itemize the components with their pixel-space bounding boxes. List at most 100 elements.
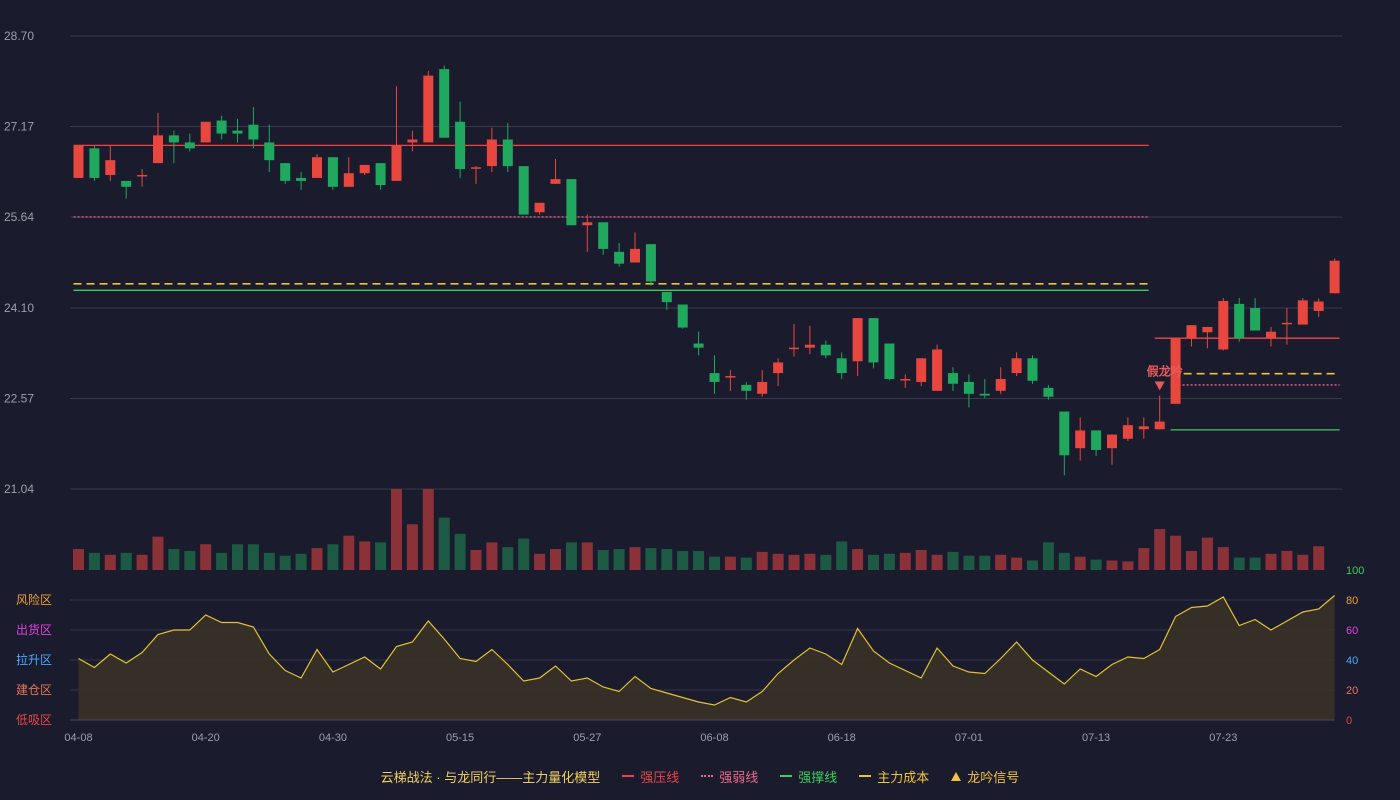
volume-bar bbox=[200, 544, 212, 570]
chart-legend: 云梯战法 · 与龙同行——主力量化模型 强压线 强弱线 强撑线 主力成本 龙吟信… bbox=[0, 766, 1400, 786]
candle-body bbox=[614, 251, 625, 264]
volume-bar bbox=[406, 524, 418, 570]
volume-bar bbox=[1042, 542, 1054, 570]
candle-body bbox=[1313, 301, 1324, 311]
candle-body bbox=[312, 157, 322, 178]
date-axis: 04-08 04-20 04-30 05-15 05-27 06-08 06-18 07-01… bbox=[64, 732, 1237, 744]
signal-annotation: 假龙吟 bbox=[1147, 364, 1183, 391]
volume-bar bbox=[534, 553, 546, 570]
volume-bar bbox=[1074, 556, 1086, 570]
volume-bar bbox=[804, 553, 816, 570]
date-tick-label: 05-15 bbox=[446, 732, 474, 744]
date-tick-label: 07-23 bbox=[1209, 732, 1237, 744]
zone-label: 低吸区 bbox=[16, 713, 52, 727]
legend-item-support[interactable]: 强撑线 bbox=[780, 767, 837, 786]
volume-bar bbox=[359, 541, 371, 570]
volume-bar bbox=[1011, 557, 1023, 570]
candle-body bbox=[200, 121, 211, 143]
volume-bar bbox=[963, 555, 975, 570]
volume-bar bbox=[1027, 560, 1038, 570]
candle-body bbox=[502, 139, 513, 167]
candle-body bbox=[1011, 358, 1022, 374]
signal-label: 假龙吟 bbox=[1147, 364, 1183, 379]
candle-body bbox=[1329, 260, 1340, 294]
candle-body bbox=[1027, 358, 1038, 381]
volume-bar bbox=[184, 550, 196, 570]
indicator-tick-label: 0 bbox=[1346, 715, 1352, 727]
candle-body bbox=[1186, 325, 1197, 338]
level-lines bbox=[73, 144, 1340, 431]
indicator-area bbox=[78, 595, 1335, 720]
candle-body bbox=[105, 160, 116, 175]
volume-bar bbox=[581, 542, 593, 570]
indicator-tick-label: 40 bbox=[1346, 655, 1358, 667]
candle-body bbox=[375, 163, 386, 186]
volume-bar bbox=[613, 549, 625, 570]
candle-body bbox=[645, 244, 656, 282]
candle-body bbox=[963, 381, 974, 394]
candlesticks bbox=[73, 65, 1340, 476]
volume-bar bbox=[470, 549, 482, 570]
volume-bar bbox=[836, 541, 848, 570]
volume-bar bbox=[852, 549, 864, 570]
candle-body bbox=[582, 222, 593, 226]
volume-bar bbox=[1313, 546, 1325, 570]
dotted-line-icon bbox=[701, 775, 714, 777]
candle-body bbox=[1138, 426, 1149, 430]
candle-body bbox=[1043, 387, 1054, 397]
grid-lines bbox=[70, 35, 1342, 691]
candle-body bbox=[471, 167, 481, 169]
volume-bar bbox=[1249, 557, 1261, 570]
volume-bar bbox=[709, 556, 720, 570]
volume-bar bbox=[947, 551, 959, 570]
legend-label: 强弱线 bbox=[719, 769, 759, 785]
volume-bar bbox=[1201, 537, 1213, 570]
price-tick-label: 21.04 bbox=[4, 482, 34, 496]
volume-bar bbox=[104, 554, 116, 570]
legend-item-cost[interactable]: 主力成本 bbox=[859, 767, 929, 786]
candle-body bbox=[693, 343, 704, 348]
candle-body bbox=[1281, 322, 1292, 325]
volume-bar bbox=[677, 550, 689, 570]
candle-body bbox=[1154, 421, 1165, 430]
candle-body bbox=[391, 145, 402, 181]
volume-bar bbox=[422, 489, 434, 570]
candle-body bbox=[804, 344, 815, 348]
legend-item-strong-pressure[interactable]: 强压线 bbox=[622, 767, 679, 786]
candle-body bbox=[184, 142, 195, 149]
candle-body bbox=[168, 135, 179, 143]
candle-body bbox=[153, 135, 163, 164]
volume-bar bbox=[391, 489, 402, 570]
volume-bar bbox=[1233, 557, 1245, 570]
legend-item-signal[interactable]: 龙吟信号 bbox=[951, 767, 1019, 786]
volume-bar bbox=[868, 554, 879, 570]
volume-bar bbox=[518, 538, 530, 570]
candle-body bbox=[566, 179, 577, 226]
volume-bar bbox=[327, 544, 339, 570]
volume-bar bbox=[1297, 554, 1309, 570]
candle-body bbox=[1122, 425, 1133, 439]
candle-body bbox=[884, 343, 895, 380]
candle-body bbox=[789, 347, 799, 350]
candle-body bbox=[1091, 430, 1102, 450]
volume-bar bbox=[1090, 559, 1102, 570]
candle-body bbox=[1218, 300, 1229, 350]
candle-body bbox=[725, 376, 736, 378]
legend-label: 强撑线 bbox=[798, 769, 838, 785]
volume-bar bbox=[756, 551, 768, 570]
volume-bar bbox=[550, 549, 561, 570]
volume-bar bbox=[311, 548, 323, 570]
legend-item-strength[interactable]: 强弱线 bbox=[701, 767, 758, 786]
candle-body bbox=[327, 157, 338, 187]
volume-bar bbox=[597, 549, 609, 570]
indicator-tick-label: 80 bbox=[1346, 595, 1358, 607]
price-tick-label: 25.64 bbox=[4, 210, 34, 224]
candle-body bbox=[852, 318, 863, 362]
candle-body bbox=[248, 124, 259, 140]
volume-bar bbox=[454, 533, 466, 570]
price-tick-label: 27.17 bbox=[4, 119, 34, 133]
zone-label: 建仓区 bbox=[16, 683, 52, 697]
volume-bar bbox=[1058, 552, 1070, 570]
candle-body bbox=[709, 373, 720, 382]
volume-bar bbox=[788, 554, 800, 570]
